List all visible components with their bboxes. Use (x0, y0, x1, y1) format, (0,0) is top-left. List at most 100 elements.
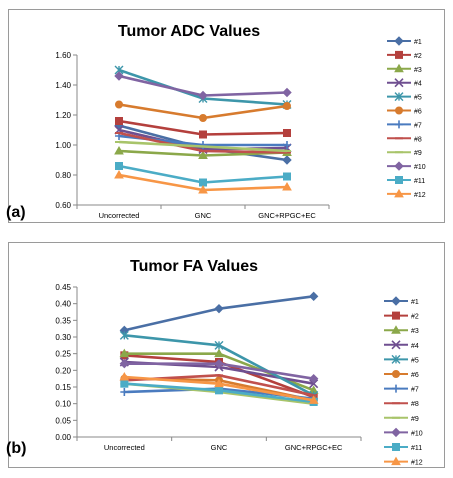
adc-data-point (115, 117, 123, 125)
adc-x-tick-label: GNC+RPGC+EC (258, 211, 316, 220)
adc-legend-marker (395, 50, 403, 59)
fa-legend-entry: #9 (384, 416, 419, 423)
adc-legend-marker (395, 176, 403, 184)
adc-legend-label: #7 (414, 122, 422, 129)
adc-x-tick-label: GNC (195, 211, 212, 220)
fa-y-tick-label: 0.10 (55, 400, 71, 409)
fa-data-point (309, 379, 319, 389)
adc-legend-marker (394, 188, 404, 198)
adc-series-n12 (114, 169, 292, 194)
adc-series-n2 (115, 117, 291, 139)
adc-legend-entry: #4 (387, 78, 422, 88)
fa-data-point (119, 348, 130, 358)
fa-legend-marker (392, 311, 400, 320)
fa-legend-label: #12 (411, 460, 423, 467)
fa-legend-label: #8 (411, 401, 419, 408)
adc-legend-label: #3 (414, 67, 422, 74)
adc-series-n3 (114, 145, 292, 159)
fa-legend-entry: #2 (384, 311, 419, 321)
adc-series-n11 (115, 162, 291, 187)
fa-data-point (119, 330, 129, 340)
fa-chart-panel: Tumor FA Values 0.00 0.05 0.10 0.15 0.20 0.25 0… (8, 242, 445, 468)
fa-data-point (120, 379, 129, 388)
adc-legend-marker (394, 92, 404, 102)
fa-y-tick-label: 0.25 (55, 350, 71, 359)
fa-legend-entry: #11 (384, 443, 422, 452)
adc-legend-label: #5 (414, 95, 422, 102)
fa-data-point (308, 395, 319, 404)
adc-legend-marker (395, 120, 403, 129)
fa-y-tick-label: 0.05 (55, 416, 71, 425)
fa-legend-entry: #1 (384, 296, 419, 306)
adc-legend-marker (394, 78, 404, 88)
adc-legend-entry: #10 (387, 161, 426, 171)
fa-legend-marker (391, 340, 401, 350)
fa-legend-label: #9 (411, 416, 419, 423)
fa-chart-title: Tumor FA Values (130, 258, 258, 275)
fa-legend-entry: #6 (384, 370, 419, 379)
adc-legend-label: #1 (414, 39, 422, 46)
fa-data-point (214, 348, 224, 358)
fa-y-tick-label: 0.30 (55, 333, 71, 342)
fa-legend-label: #10 (411, 430, 423, 437)
adc-legend-label: #6 (414, 109, 422, 116)
adc-legend-label: #4 (414, 81, 422, 88)
panel-label-a: (a) (6, 204, 26, 221)
adc-data-point (198, 184, 208, 194)
adc-data-point (199, 114, 207, 122)
fa-x-tick-label: GNC (211, 443, 228, 452)
adc-y-tick-label: 1.20 (55, 111, 71, 120)
adc-series-n6 (115, 100, 291, 122)
adc-data-point (283, 129, 291, 137)
fa-legend-entry: #5 (384, 354, 419, 364)
fa-data-point (214, 378, 224, 388)
fa-data-point (214, 340, 224, 350)
adc-legend-label: #9 (414, 150, 422, 157)
adc-legend-entry: #2 (387, 50, 422, 60)
adc-data-point (198, 90, 208, 101)
fa-series-n12 (119, 371, 319, 404)
fa-data-point (214, 303, 224, 314)
adc-series-n5 (114, 65, 292, 109)
adc-data-point (283, 141, 291, 149)
adc-data-point (283, 172, 291, 181)
adc-data-point (115, 162, 123, 170)
fa-legend-label: #7 (411, 387, 419, 394)
adc-legend-entry: #9 (387, 150, 422, 157)
fa-series-n1 (119, 291, 319, 336)
adc-data-point (282, 87, 292, 98)
fa-data-point (120, 388, 129, 396)
panel-label-b: (b) (6, 440, 27, 457)
adc-legend-entry: #3 (387, 63, 422, 74)
fa-legend-entry: #3 (384, 325, 419, 335)
fa-x-tick-label: GNC+RPGC+EC (285, 443, 343, 452)
adc-data-point (114, 145, 124, 155)
fa-data-point (119, 358, 130, 369)
fa-legend-entry: #4 (384, 340, 419, 350)
adc-legend-entry: #1 (387, 36, 422, 46)
fa-legend-marker (391, 427, 401, 438)
adc-data-point (115, 100, 123, 109)
adc-x-tick-label: Uncorrected (99, 211, 140, 220)
adc-series-n9 (115, 140, 291, 153)
fa-legend-marker (391, 296, 401, 306)
fa-y-tick-label: 0.20 (55, 366, 71, 375)
fa-legend-marker (392, 384, 400, 393)
adc-legend-marker (394, 63, 404, 73)
fa-y-tick-label: 0.45 (55, 283, 71, 292)
fa-legend-label: #3 (411, 328, 419, 335)
fa-data-point (308, 373, 319, 384)
adc-legend-label: #10 (414, 164, 426, 171)
adc-line-chart: Tumor ADC Values 0.60 0.80 1.00 1.20 1.40 1.60… (55, 23, 426, 220)
adc-y-tick-label: 1.60 (55, 51, 71, 60)
fa-legend-label: #2 (411, 314, 419, 321)
fa-data-point (214, 358, 224, 369)
fa-y-tick-label: 0.35 (55, 316, 71, 325)
fa-legend-entry: #10 (384, 427, 423, 438)
fa-legend-marker (392, 370, 400, 378)
adc-data-point (282, 181, 292, 191)
adc-legend-marker (394, 161, 404, 171)
fa-legend-entry: #7 (384, 384, 419, 394)
fa-legend-label: #4 (411, 343, 419, 350)
adc-y-tick-label: 1.00 (55, 141, 71, 150)
